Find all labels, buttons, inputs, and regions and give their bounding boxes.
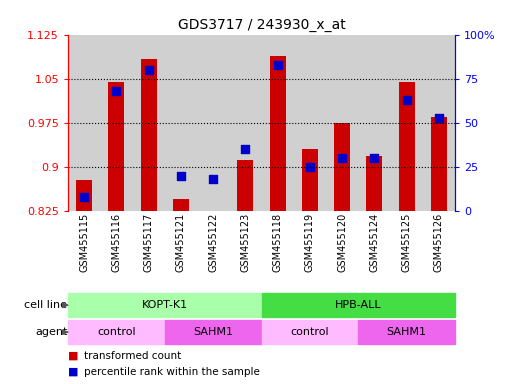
Point — [338, 155, 346, 161]
Bar — [294, 35, 326, 211]
Bar — [100, 35, 132, 211]
Text: ■: ■ — [68, 366, 78, 377]
Point — [435, 114, 443, 121]
Bar — [229, 35, 262, 211]
Bar — [431, 117, 447, 211]
Bar — [358, 35, 391, 211]
Bar — [269, 56, 286, 211]
Point — [370, 155, 379, 161]
Text: control: control — [291, 327, 329, 337]
Bar — [334, 123, 350, 211]
Text: SAHM1: SAHM1 — [193, 327, 233, 337]
Bar — [132, 35, 165, 211]
Text: SAHM1: SAHM1 — [386, 327, 427, 337]
Text: control: control — [97, 327, 135, 337]
Point — [144, 67, 153, 73]
Bar — [391, 35, 423, 211]
Bar — [165, 35, 197, 211]
Text: KOPT-K1: KOPT-K1 — [142, 300, 188, 310]
Text: HPB-ALL: HPB-ALL — [335, 300, 382, 310]
Bar — [76, 180, 92, 211]
Bar — [399, 82, 415, 211]
Text: ■: ■ — [68, 351, 78, 361]
Bar — [68, 35, 100, 211]
Bar — [108, 82, 124, 211]
Bar — [423, 35, 455, 211]
Text: percentile rank within the sample: percentile rank within the sample — [84, 366, 259, 377]
Point — [112, 88, 120, 94]
Point — [80, 194, 88, 200]
Bar — [262, 35, 294, 211]
Bar — [366, 156, 382, 211]
Bar — [262, 293, 455, 317]
Bar — [302, 149, 318, 211]
Text: agent: agent — [35, 327, 67, 337]
Bar — [141, 59, 157, 211]
Point — [274, 61, 282, 68]
Bar — [173, 199, 189, 211]
Bar — [68, 293, 262, 317]
Bar — [68, 320, 165, 344]
Point — [209, 176, 218, 182]
Point — [305, 164, 314, 170]
Bar — [165, 320, 262, 344]
Bar — [358, 320, 455, 344]
Point — [403, 97, 411, 103]
Bar — [262, 320, 358, 344]
Bar — [326, 35, 358, 211]
Bar — [237, 160, 254, 211]
Point — [241, 146, 249, 152]
Text: transformed count: transformed count — [84, 351, 181, 361]
Title: GDS3717 / 243930_x_at: GDS3717 / 243930_x_at — [178, 18, 345, 32]
Bar — [197, 35, 229, 211]
Bar — [205, 210, 221, 211]
Point — [177, 173, 185, 179]
Text: cell line: cell line — [25, 300, 67, 310]
